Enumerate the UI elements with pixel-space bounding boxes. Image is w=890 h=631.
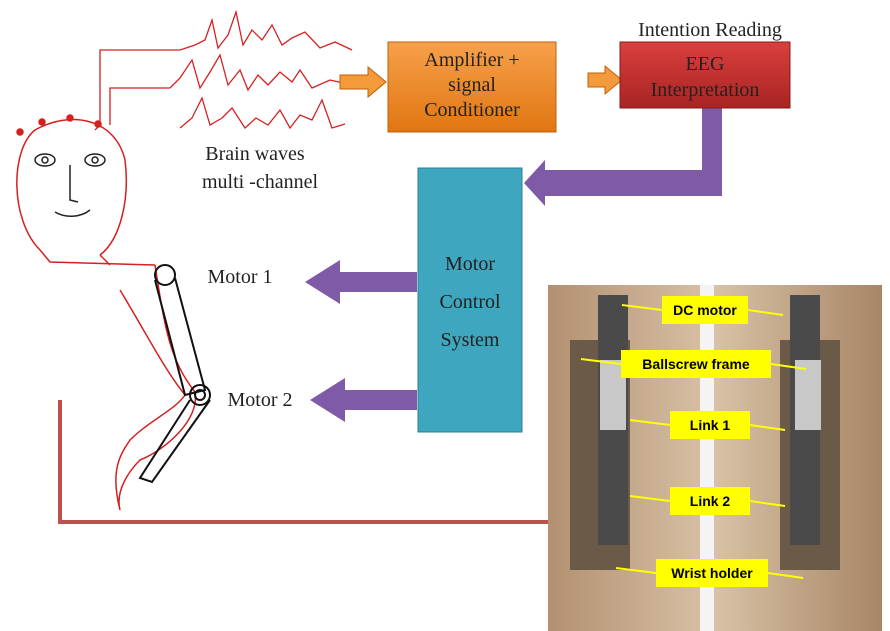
photo-label: DC motor: [673, 302, 737, 318]
node-text: signal: [448, 74, 496, 96]
node-text: System: [441, 329, 500, 351]
photo-label: Link 2: [690, 493, 731, 509]
node-text: Motor: [445, 253, 495, 275]
head-sketch: [17, 115, 196, 510]
arrow: [588, 66, 622, 94]
node-text: Amplifier +: [424, 49, 519, 71]
arm-sketch: [140, 265, 210, 482]
diagram: Intention Reading Amplifier + signal Condi…: [0, 0, 890, 631]
brain-waves: [95, 12, 352, 130]
node-text: Control: [439, 291, 501, 313]
photo-label: Link 1: [690, 417, 731, 433]
intention-label: Intention Reading: [638, 19, 782, 41]
node-text: Conditioner: [424, 99, 520, 121]
motor-label: Motor 2: [228, 389, 293, 411]
photo-label: Wrist holder: [671, 565, 753, 581]
brain-waves-label: Brain waves: [205, 143, 305, 165]
arrow: [305, 260, 417, 304]
photo-label: Ballscrew frame: [642, 356, 750, 372]
brain-waves-label: multi -channel: [202, 171, 319, 193]
face: [35, 154, 105, 216]
node-text: EEG: [686, 53, 725, 75]
arrow: [340, 67, 386, 97]
arrow: [310, 378, 417, 422]
motor-label: Motor 1: [208, 266, 273, 288]
node-text: Interpretation: [651, 79, 760, 101]
